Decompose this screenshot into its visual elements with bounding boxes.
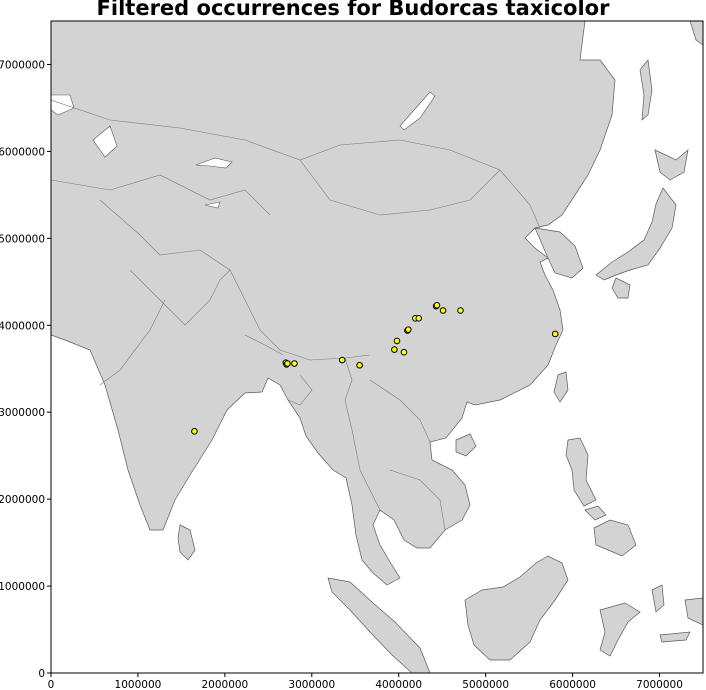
occurrence-point — [404, 326, 412, 333]
aral-sea — [92, 125, 118, 158]
y-axis-ticks: 0 1000000 2000000 3000000 4000000 5000000 6000… — [0, 59, 51, 680]
kamchatka — [689, 21, 703, 46]
occurrence-point — [284, 360, 291, 367]
country-borders — [51, 99, 541, 531]
central-asia-borders — [51, 174, 271, 216]
occurrence-point — [291, 360, 298, 367]
occurrence-point — [551, 330, 559, 338]
y-tick-label: 6000000 — [0, 146, 45, 158]
afpak-borders — [129, 269, 231, 326]
mindanao — [593, 519, 637, 557]
timor — [659, 631, 691, 643]
hokkaido — [654, 149, 689, 181]
baikal-lake — [399, 91, 436, 131]
sulawesi — [599, 602, 641, 657]
occurrence-point — [400, 348, 408, 356]
balkhash-lake — [195, 157, 233, 169]
y-tick-label: 7000000 — [0, 59, 45, 71]
halmahera — [651, 584, 665, 613]
borneo — [464, 555, 569, 661]
caspian-edge — [51, 94, 75, 116]
sri-lanka — [177, 524, 196, 561]
luzon — [565, 437, 597, 507]
map-title: Filtered occurrences for Budorcas taxico… — [96, 0, 610, 20]
occurrence-point — [433, 301, 441, 309]
mongolia-border — [299, 159, 501, 216]
sakhalin — [639, 59, 653, 121]
indochina-borders-2 — [389, 469, 446, 531]
bangladesh-border — [287, 374, 313, 406]
x-tick-label: 3000000 — [288, 679, 335, 690]
sumatra — [327, 577, 431, 673]
y-tick-label: 4000000 — [0, 320, 45, 332]
myanmar-border — [344, 357, 381, 511]
x-axis-ticks: 0 1000000 2000000 3000000 4000000 5000000 6000… — [48, 673, 683, 690]
korean-peninsula — [534, 227, 584, 279]
taiwan — [553, 371, 569, 403]
russia-south-border — [51, 99, 541, 229]
visayas — [584, 505, 607, 521]
occurrence-point — [393, 337, 401, 345]
y-tick-label: 1000000 — [0, 581, 45, 593]
map-plot-area — [51, 21, 703, 673]
y-tick-label: 0 — [38, 668, 45, 680]
x-tick-label: 6000000 — [549, 679, 596, 690]
y-tick-label: 5000000 — [0, 233, 45, 245]
mainland-asia — [51, 21, 616, 586]
occurrence-point — [391, 346, 398, 353]
central-asia-borders-2 — [99, 199, 231, 271]
occurrence-point — [338, 356, 346, 364]
y-tick-label: 3000000 — [0, 407, 45, 419]
inland-water — [51, 91, 436, 209]
kyushu — [611, 277, 631, 299]
x-tick-label: 5000000 — [462, 679, 509, 690]
honshu — [595, 187, 677, 281]
y-tick-label: 2000000 — [0, 494, 45, 506]
occurrence-points — [191, 301, 559, 435]
x-tick-label: 4000000 — [375, 679, 422, 690]
occurrence-point — [191, 428, 198, 435]
occurrence-point — [439, 307, 447, 314]
occurrence-point — [356, 361, 363, 369]
x-tick-label: 2000000 — [201, 679, 248, 690]
hainan — [455, 433, 477, 457]
x-tick-label: 1000000 — [115, 679, 162, 690]
occurrence-point — [457, 307, 464, 314]
land-masses — [51, 21, 703, 673]
india-pakistan-border — [99, 299, 166, 386]
x-tick-label: 0 — [48, 679, 55, 690]
new-guinea-edge — [684, 597, 703, 626]
nepal-border — [244, 334, 284, 356]
issyk-kul — [204, 201, 221, 209]
indochina-borders — [369, 379, 431, 443]
x-tick-label: 7000000 — [636, 679, 683, 690]
axes-frame — [50, 20, 704, 674]
occurrence-point — [415, 315, 423, 322]
